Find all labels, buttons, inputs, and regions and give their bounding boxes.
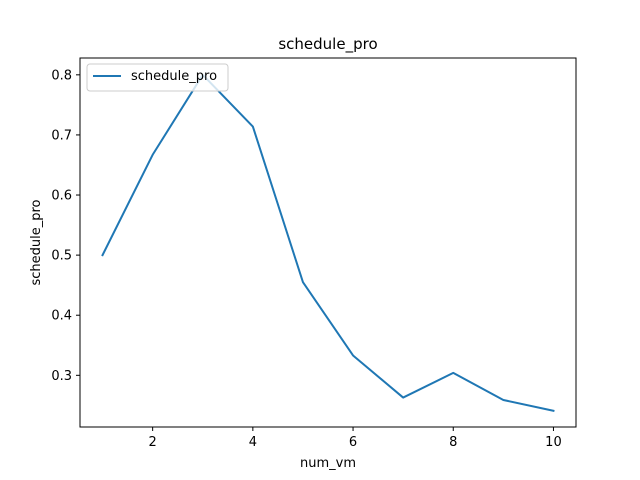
y-tick-label: 0.3	[51, 369, 72, 384]
series-line-schedule_pro	[101, 73, 555, 412]
x-tick-label: 6	[349, 435, 357, 450]
legend-box	[86, 63, 229, 92]
legend-label: schedule_pro	[131, 69, 217, 84]
y-axis: 0.3 0.4 0.5 0.6 0.7 0.8	[51, 68, 80, 384]
chart-title: schedule_pro	[278, 35, 377, 54]
x-axis: 2 4 6 8 10	[149, 427, 562, 450]
x-tick-label: 2	[149, 435, 157, 450]
y-tick-label: 0.8	[51, 68, 72, 83]
x-tick-label: 4	[249, 435, 257, 450]
plot-frame	[79, 57, 577, 428]
y-tick-label: 0.4	[51, 309, 72, 324]
y-axis-label: schedule_pro	[29, 199, 44, 285]
series-layer	[101, 73, 555, 412]
y-tick-label: 0.6	[51, 189, 72, 204]
y-tick-label: 0.5	[51, 249, 72, 264]
x-tick-label: 10	[545, 435, 562, 450]
x-tick-label: 8	[449, 435, 457, 450]
legend: schedule_pro	[86, 63, 229, 92]
x-axis-label: num_vm	[300, 456, 356, 471]
y-tick-label: 0.7	[51, 128, 72, 143]
